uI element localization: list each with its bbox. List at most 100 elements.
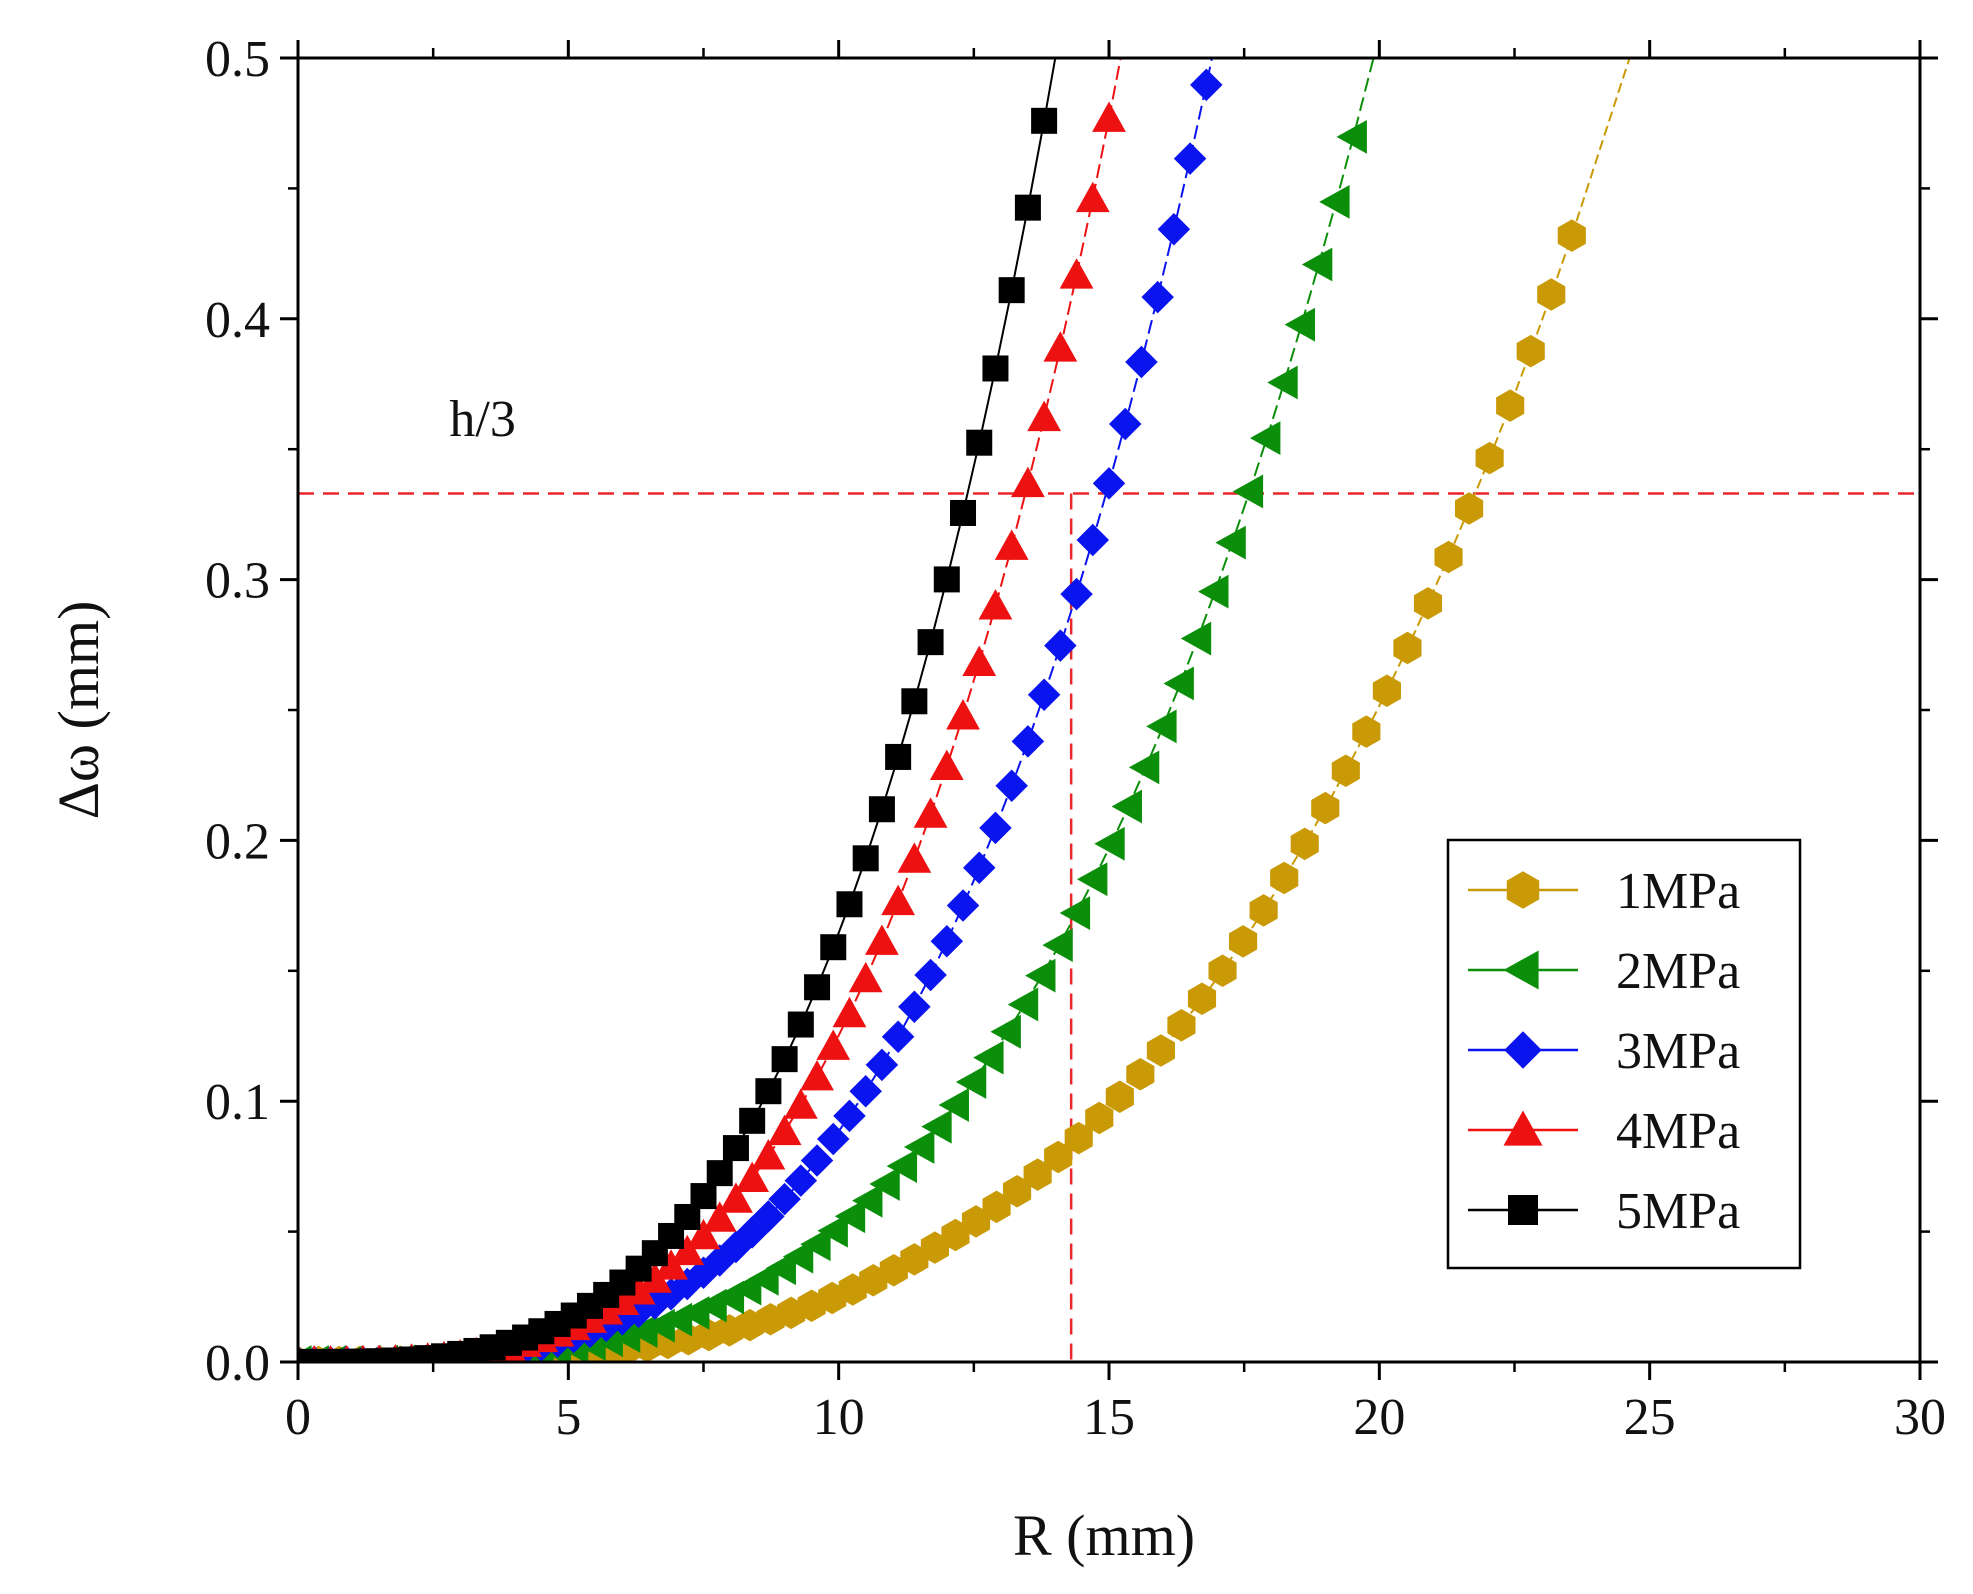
data-point xyxy=(833,1099,866,1133)
y-tick-label: 0.0 xyxy=(205,1335,270,1392)
data-point xyxy=(955,1065,987,1099)
data-point xyxy=(848,961,883,993)
legend-marker xyxy=(1503,950,1539,990)
data-point xyxy=(787,1011,814,1038)
data-point xyxy=(1208,954,1237,988)
data-point xyxy=(1011,725,1045,758)
data-point xyxy=(1557,219,1586,252)
legend-item: 3MPa xyxy=(1468,1023,1740,1080)
data-point xyxy=(1516,334,1545,368)
data-point xyxy=(1167,1009,1196,1042)
data-point xyxy=(914,958,947,992)
data-point xyxy=(1059,896,1091,930)
legend-marker xyxy=(1506,871,1540,909)
x-tick-label: 15 xyxy=(1083,1389,1135,1446)
series-2MPa xyxy=(298,58,1375,1362)
data-point xyxy=(852,1183,883,1218)
data-point xyxy=(1094,826,1125,861)
data-point xyxy=(836,891,863,918)
data-point xyxy=(1064,1121,1093,1155)
data-point xyxy=(901,688,928,715)
data-point xyxy=(946,699,980,730)
legend: 1MPa 2MPa 3MPa 4MPa 5MPa xyxy=(1446,838,1802,1270)
data-point xyxy=(1025,958,1056,993)
data-point xyxy=(849,1074,882,1108)
data-point xyxy=(994,529,1029,560)
data-point xyxy=(1014,194,1041,221)
data-point xyxy=(1215,525,1246,560)
series-5MPa xyxy=(298,58,1058,1362)
data-point xyxy=(1059,258,1094,289)
data-point xyxy=(1249,894,1278,927)
data-point xyxy=(702,1201,737,1232)
data-point xyxy=(800,1144,834,1177)
x-tick-label: 25 xyxy=(1624,1389,1676,1446)
data-point xyxy=(686,1218,721,1250)
data-point xyxy=(1011,466,1045,498)
data-point xyxy=(1537,278,1566,311)
data-point xyxy=(1023,1158,1052,1191)
data-point xyxy=(1043,331,1078,362)
data-point xyxy=(938,1088,969,1122)
data-point xyxy=(1128,750,1160,785)
data-point xyxy=(804,974,831,1001)
legend-item: 2MPa xyxy=(1468,943,1740,1000)
data-point xyxy=(982,355,1009,382)
data-point xyxy=(978,589,1013,620)
data-point xyxy=(784,1164,818,1197)
data-point xyxy=(946,889,980,922)
data-point xyxy=(752,1200,785,1233)
data-point xyxy=(1042,928,1073,963)
data-point xyxy=(865,1048,899,1082)
data-point xyxy=(706,1160,733,1187)
data-point xyxy=(1076,523,1110,557)
data-point xyxy=(1092,101,1126,132)
data-point xyxy=(771,1046,798,1073)
data-point xyxy=(768,1182,801,1216)
data-point xyxy=(1475,441,1504,475)
data-point xyxy=(917,629,944,656)
data-point xyxy=(868,796,895,823)
legend-label: 4MPa xyxy=(1616,1103,1740,1160)
data-point xyxy=(719,1182,753,1213)
data-point xyxy=(1229,925,1258,958)
data-point xyxy=(1146,709,1177,744)
legend-label: 1MPa xyxy=(1616,863,1740,920)
data-point xyxy=(1180,621,1212,656)
data-point xyxy=(832,996,867,1028)
data-point xyxy=(885,743,912,770)
x-tick-label: 30 xyxy=(1894,1389,1946,1446)
x-axis-title: R (mm) xyxy=(1013,1503,1195,1568)
data-point xyxy=(1336,119,1367,154)
series-3MPa xyxy=(298,0,1239,1362)
data-point xyxy=(621,1274,656,1305)
data-point xyxy=(1141,280,1174,314)
data-point xyxy=(1301,247,1333,282)
legend-item: 5MPa xyxy=(1468,1183,1740,1240)
data-point xyxy=(881,1020,915,1053)
data-point xyxy=(1352,715,1381,748)
data-point xyxy=(930,925,964,958)
data-point xyxy=(995,769,1028,803)
data-point xyxy=(1284,307,1315,342)
y-tick-label: 0.5 xyxy=(205,31,270,88)
data-point xyxy=(1146,1034,1175,1067)
data-point xyxy=(898,990,931,1024)
data-point xyxy=(1092,467,1126,500)
data-point xyxy=(1311,791,1340,825)
legend-marker xyxy=(1508,1195,1538,1225)
data-point xyxy=(897,842,932,873)
data-point xyxy=(852,845,879,872)
data-point xyxy=(1173,142,1207,175)
data-point xyxy=(755,1078,782,1105)
data-point xyxy=(1031,107,1058,134)
data-point xyxy=(933,566,960,593)
data-point xyxy=(962,851,996,885)
data-point xyxy=(869,1167,900,1201)
data-point xyxy=(670,1234,705,1266)
series-4MPa xyxy=(298,58,1126,1362)
data-point xyxy=(973,1040,1004,1075)
data-point xyxy=(1206,0,1239,24)
series-layer xyxy=(298,0,1631,1362)
